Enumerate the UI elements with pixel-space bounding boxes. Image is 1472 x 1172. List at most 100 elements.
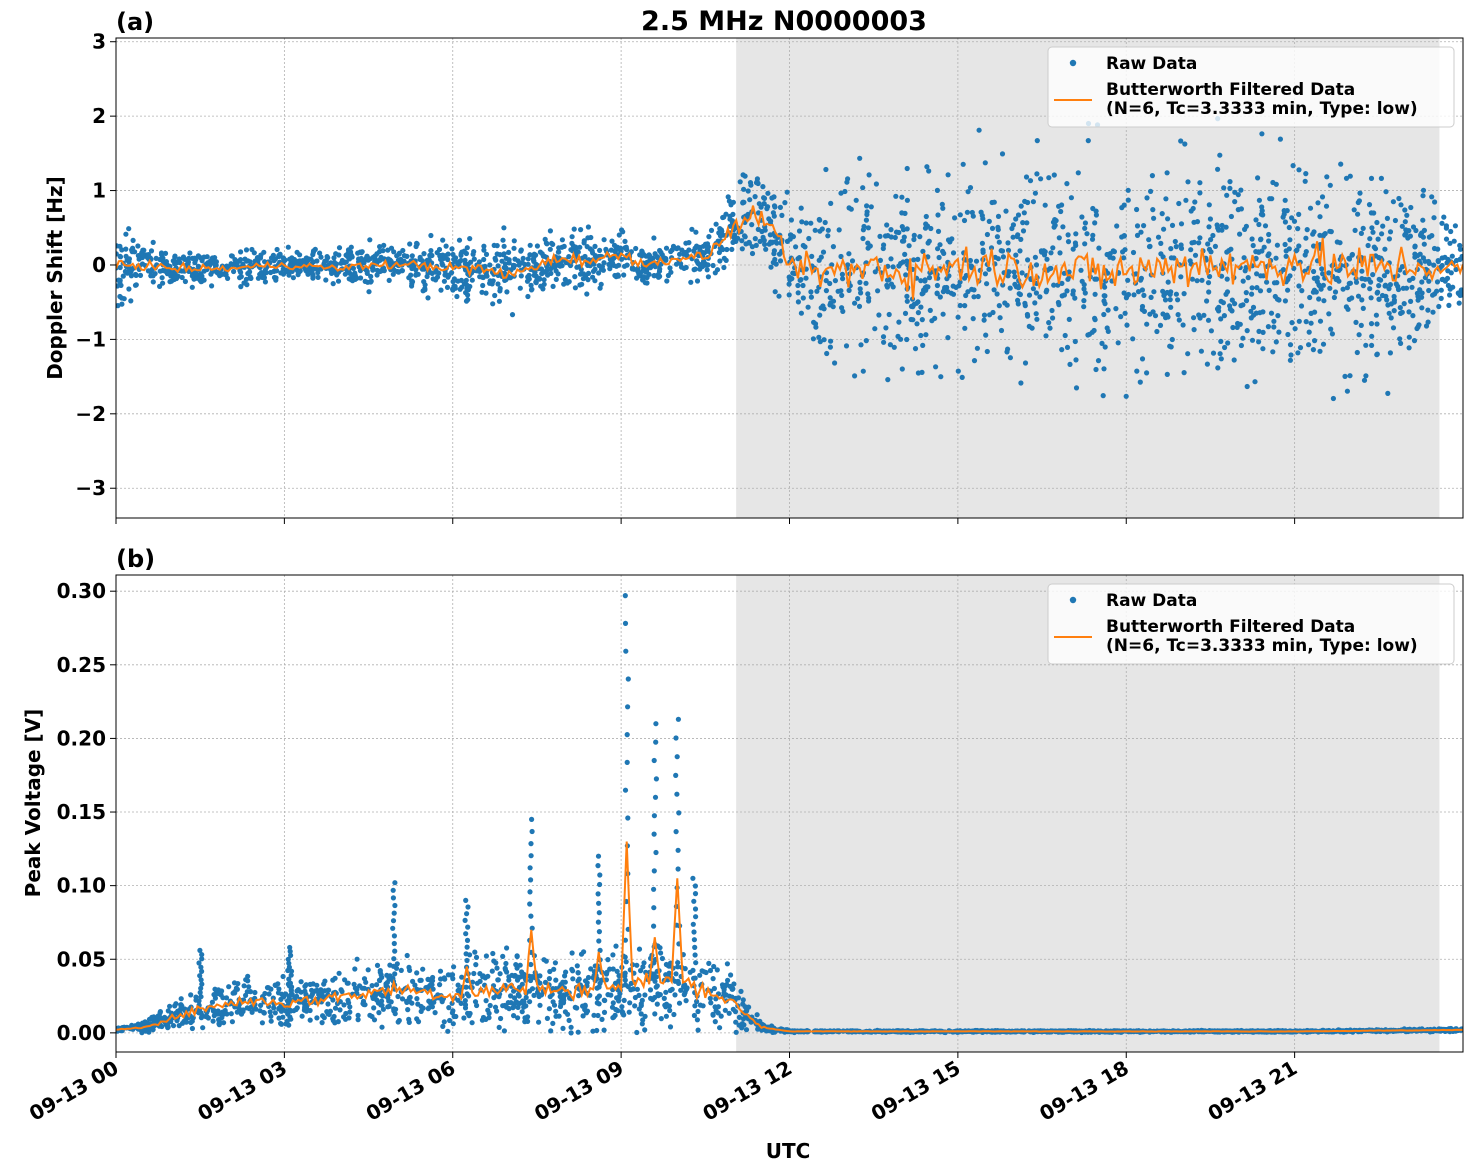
raw-data-point	[640, 964, 646, 970]
raw-data-point	[1385, 390, 1391, 396]
raw-data-point	[663, 1013, 670, 1019]
raw-data-point	[517, 285, 523, 291]
raw-data-point	[1049, 307, 1055, 314]
raw-data-point	[1168, 246, 1174, 252]
raw-data-point	[1208, 249, 1214, 255]
raw-spike-point	[622, 982, 629, 988]
raw-data-point	[1444, 260, 1450, 266]
raw-data-point	[981, 317, 987, 323]
raw-data-point	[538, 266, 545, 272]
raw-data-point	[1013, 252, 1019, 258]
raw-data-point	[628, 980, 634, 987]
raw-data-point	[654, 254, 661, 260]
raw-data-point	[681, 992, 687, 998]
raw-data-point	[399, 268, 405, 274]
raw-data-point	[975, 293, 981, 300]
raw-data-point	[1022, 300, 1028, 306]
raw-data-point	[1249, 291, 1255, 297]
raw-data-point	[981, 312, 988, 318]
raw-data-point	[495, 263, 501, 269]
raw-data-point	[1266, 251, 1272, 257]
raw-data-point	[919, 317, 925, 323]
raw-data-point	[1121, 290, 1127, 296]
raw-data-point	[694, 998, 700, 1005]
raw-data-point	[1307, 205, 1314, 211]
raw-data-point	[1020, 228, 1027, 234]
raw-data-point	[442, 255, 448, 261]
raw-data-point	[1415, 297, 1421, 303]
raw-spike-point	[199, 956, 205, 962]
raw-data-point	[712, 1019, 718, 1025]
raw-data-point	[639, 249, 645, 255]
raw-data-point	[688, 279, 694, 285]
raw-data-point	[853, 197, 859, 203]
raw-data-point	[808, 289, 814, 295]
raw-spike-point	[392, 880, 398, 886]
raw-data-point	[877, 233, 883, 239]
raw-data-point	[693, 229, 699, 235]
raw-data-point	[153, 255, 159, 261]
raw-data-point	[861, 223, 867, 230]
raw-spike-point	[528, 961, 534, 968]
raw-data-point	[1419, 294, 1425, 300]
raw-data-point	[798, 205, 804, 211]
raw-data-point	[527, 999, 533, 1005]
raw-data-point	[462, 261, 468, 267]
raw-data-point	[836, 227, 842, 233]
raw-data-point	[808, 220, 814, 226]
raw-data-point	[160, 280, 166, 286]
raw-data-point	[276, 1006, 282, 1012]
raw-data-point	[230, 990, 236, 996]
raw-data-point	[984, 231, 991, 238]
raw-data-point	[1411, 338, 1418, 344]
raw-data-point	[338, 987, 344, 993]
raw-data-point	[761, 195, 767, 201]
raw-data-point	[479, 274, 485, 280]
raw-data-point	[1078, 267, 1084, 273]
raw-data-point	[915, 370, 922, 376]
raw-data-point	[585, 974, 592, 981]
raw-data-point	[1214, 306, 1221, 312]
raw-data-point	[1257, 288, 1264, 294]
raw-data-point	[795, 282, 801, 289]
raw-data-point	[776, 293, 782, 299]
raw-data-point	[860, 185, 866, 191]
raw-data-point	[294, 988, 300, 994]
raw-data-point	[599, 1016, 605, 1023]
raw-data-point	[1391, 308, 1397, 314]
raw-data-point	[717, 230, 723, 236]
raw-data-point	[1037, 294, 1043, 300]
raw-data-point	[1355, 211, 1361, 217]
raw-data-point	[332, 1005, 339, 1011]
raw-data-point	[1397, 305, 1403, 311]
raw-data-point	[209, 283, 215, 289]
raw-data-point	[1420, 193, 1426, 199]
raw-data-point	[816, 216, 822, 223]
raw-data-point	[1251, 312, 1257, 318]
raw-data-point	[234, 1009, 240, 1015]
raw-data-point	[527, 242, 533, 248]
raw-data-point	[609, 238, 615, 244]
raw-data-point	[461, 248, 467, 254]
raw-data-point	[1082, 225, 1088, 231]
raw-data-point	[752, 194, 758, 200]
raw-data-point	[733, 995, 739, 1002]
raw-data-point	[511, 263, 518, 269]
raw-data-point	[1092, 315, 1098, 321]
raw-data-point	[1095, 358, 1102, 364]
raw-spike-point	[596, 938, 602, 944]
raw-data-point	[253, 1006, 259, 1012]
raw-data-point	[255, 275, 261, 281]
raw-data-point	[1249, 236, 1255, 242]
raw-data-point	[531, 258, 537, 264]
raw-spike-point	[289, 984, 295, 990]
raw-data-point	[644, 269, 650, 275]
raw-data-point	[450, 1021, 456, 1027]
raw-data-point	[876, 312, 882, 318]
raw-data-point	[1167, 297, 1173, 303]
raw-data-point	[218, 992, 224, 998]
raw-data-point	[281, 255, 287, 261]
raw-data-point	[1178, 221, 1185, 227]
raw-data-point	[506, 257, 512, 263]
raw-data-point	[504, 945, 510, 951]
